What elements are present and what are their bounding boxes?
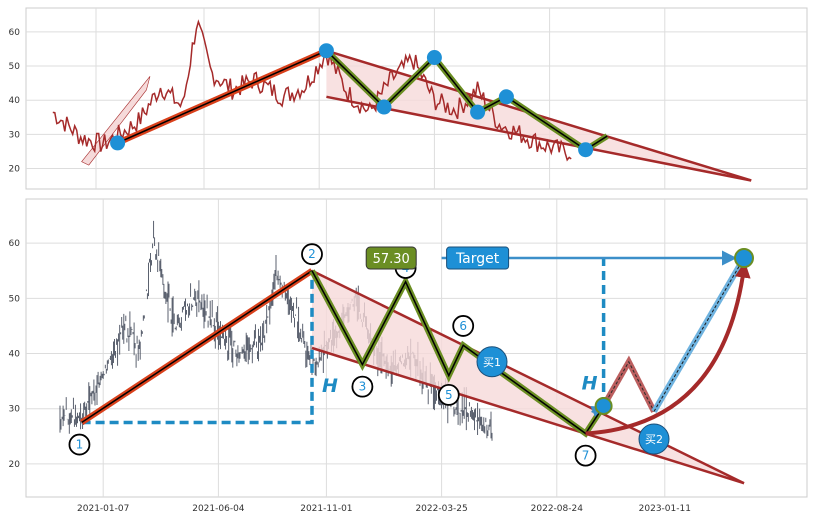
- target-label: Target: [455, 251, 500, 267]
- top-pivot-marker: [318, 43, 334, 59]
- annotations: 57.30 Target 买1 买2: [365, 246, 670, 455]
- bottom-x-tick-label: 2021-11-01: [300, 504, 352, 514]
- breakout-point-marker: [594, 396, 613, 415]
- rally-path-outer: [651, 256, 747, 413]
- bottom-y-axis: 20 30 40 50 60: [9, 239, 21, 470]
- pivot-label-text: 3: [359, 380, 367, 394]
- buy1-label: 买1: [483, 356, 501, 369]
- pivot-label-text: 7: [582, 449, 590, 463]
- top-pivot-marker: [376, 99, 392, 115]
- pivot-label-text: 2: [308, 247, 316, 261]
- bottom-base-leg-inner: [81, 270, 313, 424]
- top-price-line: [52, 19, 572, 162]
- pullback-path-inner: [603, 360, 655, 412]
- top-panel: 20 30 40 50 60: [9, 7, 808, 190]
- projection-curve-arrow: [585, 261, 751, 436]
- bottom-x-tick-label: 2021-01-07: [77, 504, 129, 514]
- buy2-label: 买2: [645, 433, 663, 446]
- bottom-y-tick-label: 50: [9, 294, 21, 304]
- pivot-label-circle: [301, 243, 323, 266]
- top-y-tick-label: 30: [9, 130, 21, 140]
- bottom-x-tick-label: 2022-03-25: [415, 504, 467, 514]
- top-arrow-decoration: [81, 76, 151, 166]
- bottom-x-tick-label: 2021-06-04: [192, 504, 245, 514]
- top-pivot-marker: [470, 104, 486, 120]
- bottom-x-axis: 2021-01-07 2021-06-04 2021-11-01 2022-03-25…: [77, 504, 691, 514]
- pivot-label-text: 5: [445, 388, 453, 402]
- target-point-marker: [734, 248, 754, 269]
- buy2-marker: [638, 423, 670, 455]
- top-base-leg-inner: [117, 50, 327, 144]
- bottom-upper-trendline: [311, 269, 745, 485]
- bottom-lower-trendline: [311, 346, 745, 485]
- top-pivot-markers: [110, 43, 594, 158]
- bottom-triangle-pattern: [311, 269, 745, 485]
- h-label-right: H: [582, 372, 598, 394]
- pivot-label-circle: [351, 375, 374, 398]
- target-box: [446, 246, 510, 270]
- bottom-y-tick-label: 20: [9, 460, 21, 470]
- pivot-label-circle: [574, 444, 597, 467]
- top-y-tick-label: 50: [9, 62, 21, 72]
- top-y-tick-label: 20: [9, 165, 21, 175]
- bottom-y-tick-label: 40: [9, 350, 21, 360]
- top-y-tick-label: 60: [9, 28, 21, 38]
- bottom-panel: 20 30 40 50 60 2021-01-07 2021-06-04 2021-11-0…: [9, 198, 808, 514]
- top-y-tick-label: 40: [9, 96, 21, 106]
- bottom-y-tick-label: 30: [9, 405, 21, 415]
- pivot-label-circle: [437, 384, 460, 406]
- target-value-box: [365, 246, 417, 270]
- pivot-label-circle: [68, 433, 91, 456]
- top-pivot-marker: [578, 142, 594, 158]
- top-pivot-marker: [110, 135, 126, 151]
- top-lower-trendline: [326, 95, 752, 182]
- pivot-label-text: 6: [459, 319, 467, 333]
- buy1-marker: [476, 346, 508, 378]
- bottom-x-tick-label: 2022-08-24: [531, 504, 584, 514]
- target-value-label: 57.30: [373, 252, 410, 267]
- top-grid: [26, 8, 807, 189]
- bottom-x-tick-label: 2023-01-11: [639, 504, 691, 514]
- pivot-label-text: 1: [76, 438, 84, 452]
- top-pivot-marker: [498, 89, 514, 105]
- top-y-axis: 20 30 40 50 60: [9, 28, 21, 175]
- h-label-left: H: [322, 375, 338, 397]
- bottom-y-tick-label: 60: [9, 239, 21, 249]
- pivot-label-circle: [452, 315, 475, 337]
- h-left-measure: [81, 270, 314, 425]
- top-pivot-marker: [426, 50, 442, 66]
